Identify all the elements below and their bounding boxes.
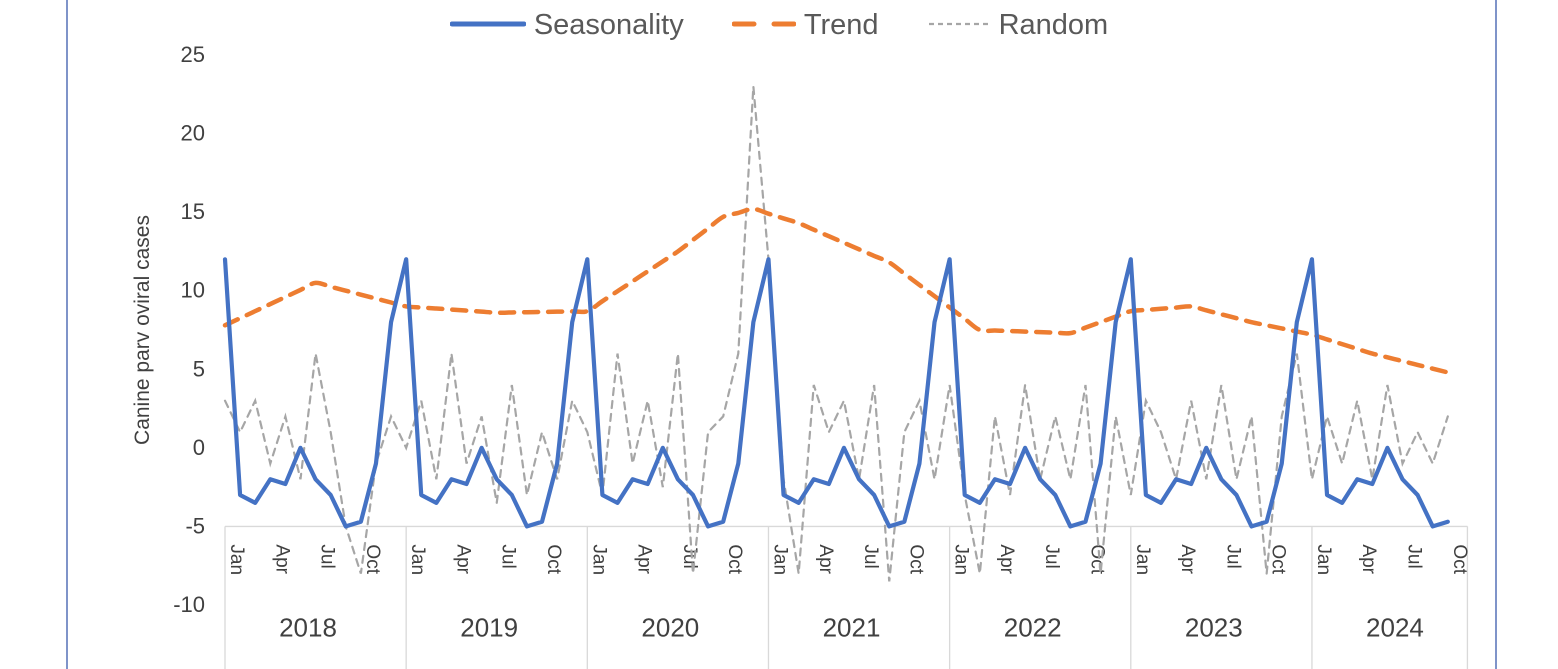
svg-text:2018: 2018: [279, 612, 337, 642]
svg-text:2023: 2023: [1185, 612, 1243, 642]
svg-text:2022: 2022: [1004, 612, 1062, 642]
svg-text:-10: -10: [173, 592, 205, 617]
svg-text:Oct: Oct: [905, 544, 926, 574]
svg-text:10: 10: [181, 278, 205, 303]
svg-text:2021: 2021: [823, 612, 881, 642]
svg-text:Jan: Jan: [1132, 544, 1153, 575]
svg-text:Jul: Jul: [1404, 544, 1425, 568]
svg-text:Jul: Jul: [679, 544, 700, 568]
svg-text:Oct: Oct: [543, 544, 564, 574]
svg-text:Oct: Oct: [1449, 544, 1470, 574]
svg-text:Apr: Apr: [815, 544, 836, 574]
svg-text:Apr: Apr: [1177, 544, 1198, 574]
svg-text:2024: 2024: [1366, 612, 1424, 642]
svg-text:Apr: Apr: [634, 544, 655, 574]
svg-text:5: 5: [193, 356, 205, 381]
svg-text:20: 20: [181, 121, 205, 146]
svg-text:Jul: Jul: [860, 544, 881, 568]
svg-text:Jul: Jul: [498, 544, 519, 568]
svg-text:25: 25: [181, 42, 205, 67]
svg-text:Oct: Oct: [724, 544, 745, 574]
svg-text:0: 0: [193, 435, 205, 460]
svg-text:Jan: Jan: [769, 544, 790, 575]
svg-text:Jul: Jul: [317, 544, 338, 568]
svg-text:Jan: Jan: [951, 544, 972, 575]
svg-text:Jan: Jan: [1313, 544, 1334, 575]
svg-text:Apr: Apr: [1358, 544, 1379, 574]
svg-text:Apr: Apr: [996, 544, 1017, 574]
svg-text:Jan: Jan: [407, 544, 428, 575]
svg-text:Jul: Jul: [1222, 544, 1243, 568]
svg-text:15: 15: [181, 199, 205, 224]
svg-text:Jan: Jan: [588, 544, 609, 575]
svg-text:2019: 2019: [460, 612, 518, 642]
svg-text:Apr: Apr: [271, 544, 292, 574]
svg-text:Jan: Jan: [226, 544, 247, 575]
svg-text:Jul: Jul: [1041, 544, 1062, 568]
svg-text:Oct: Oct: [1268, 544, 1289, 574]
svg-text:2020: 2020: [641, 612, 699, 642]
svg-text:Oct: Oct: [1086, 544, 1107, 574]
svg-text:-5: -5: [185, 513, 205, 538]
svg-text:Apr: Apr: [452, 544, 473, 574]
